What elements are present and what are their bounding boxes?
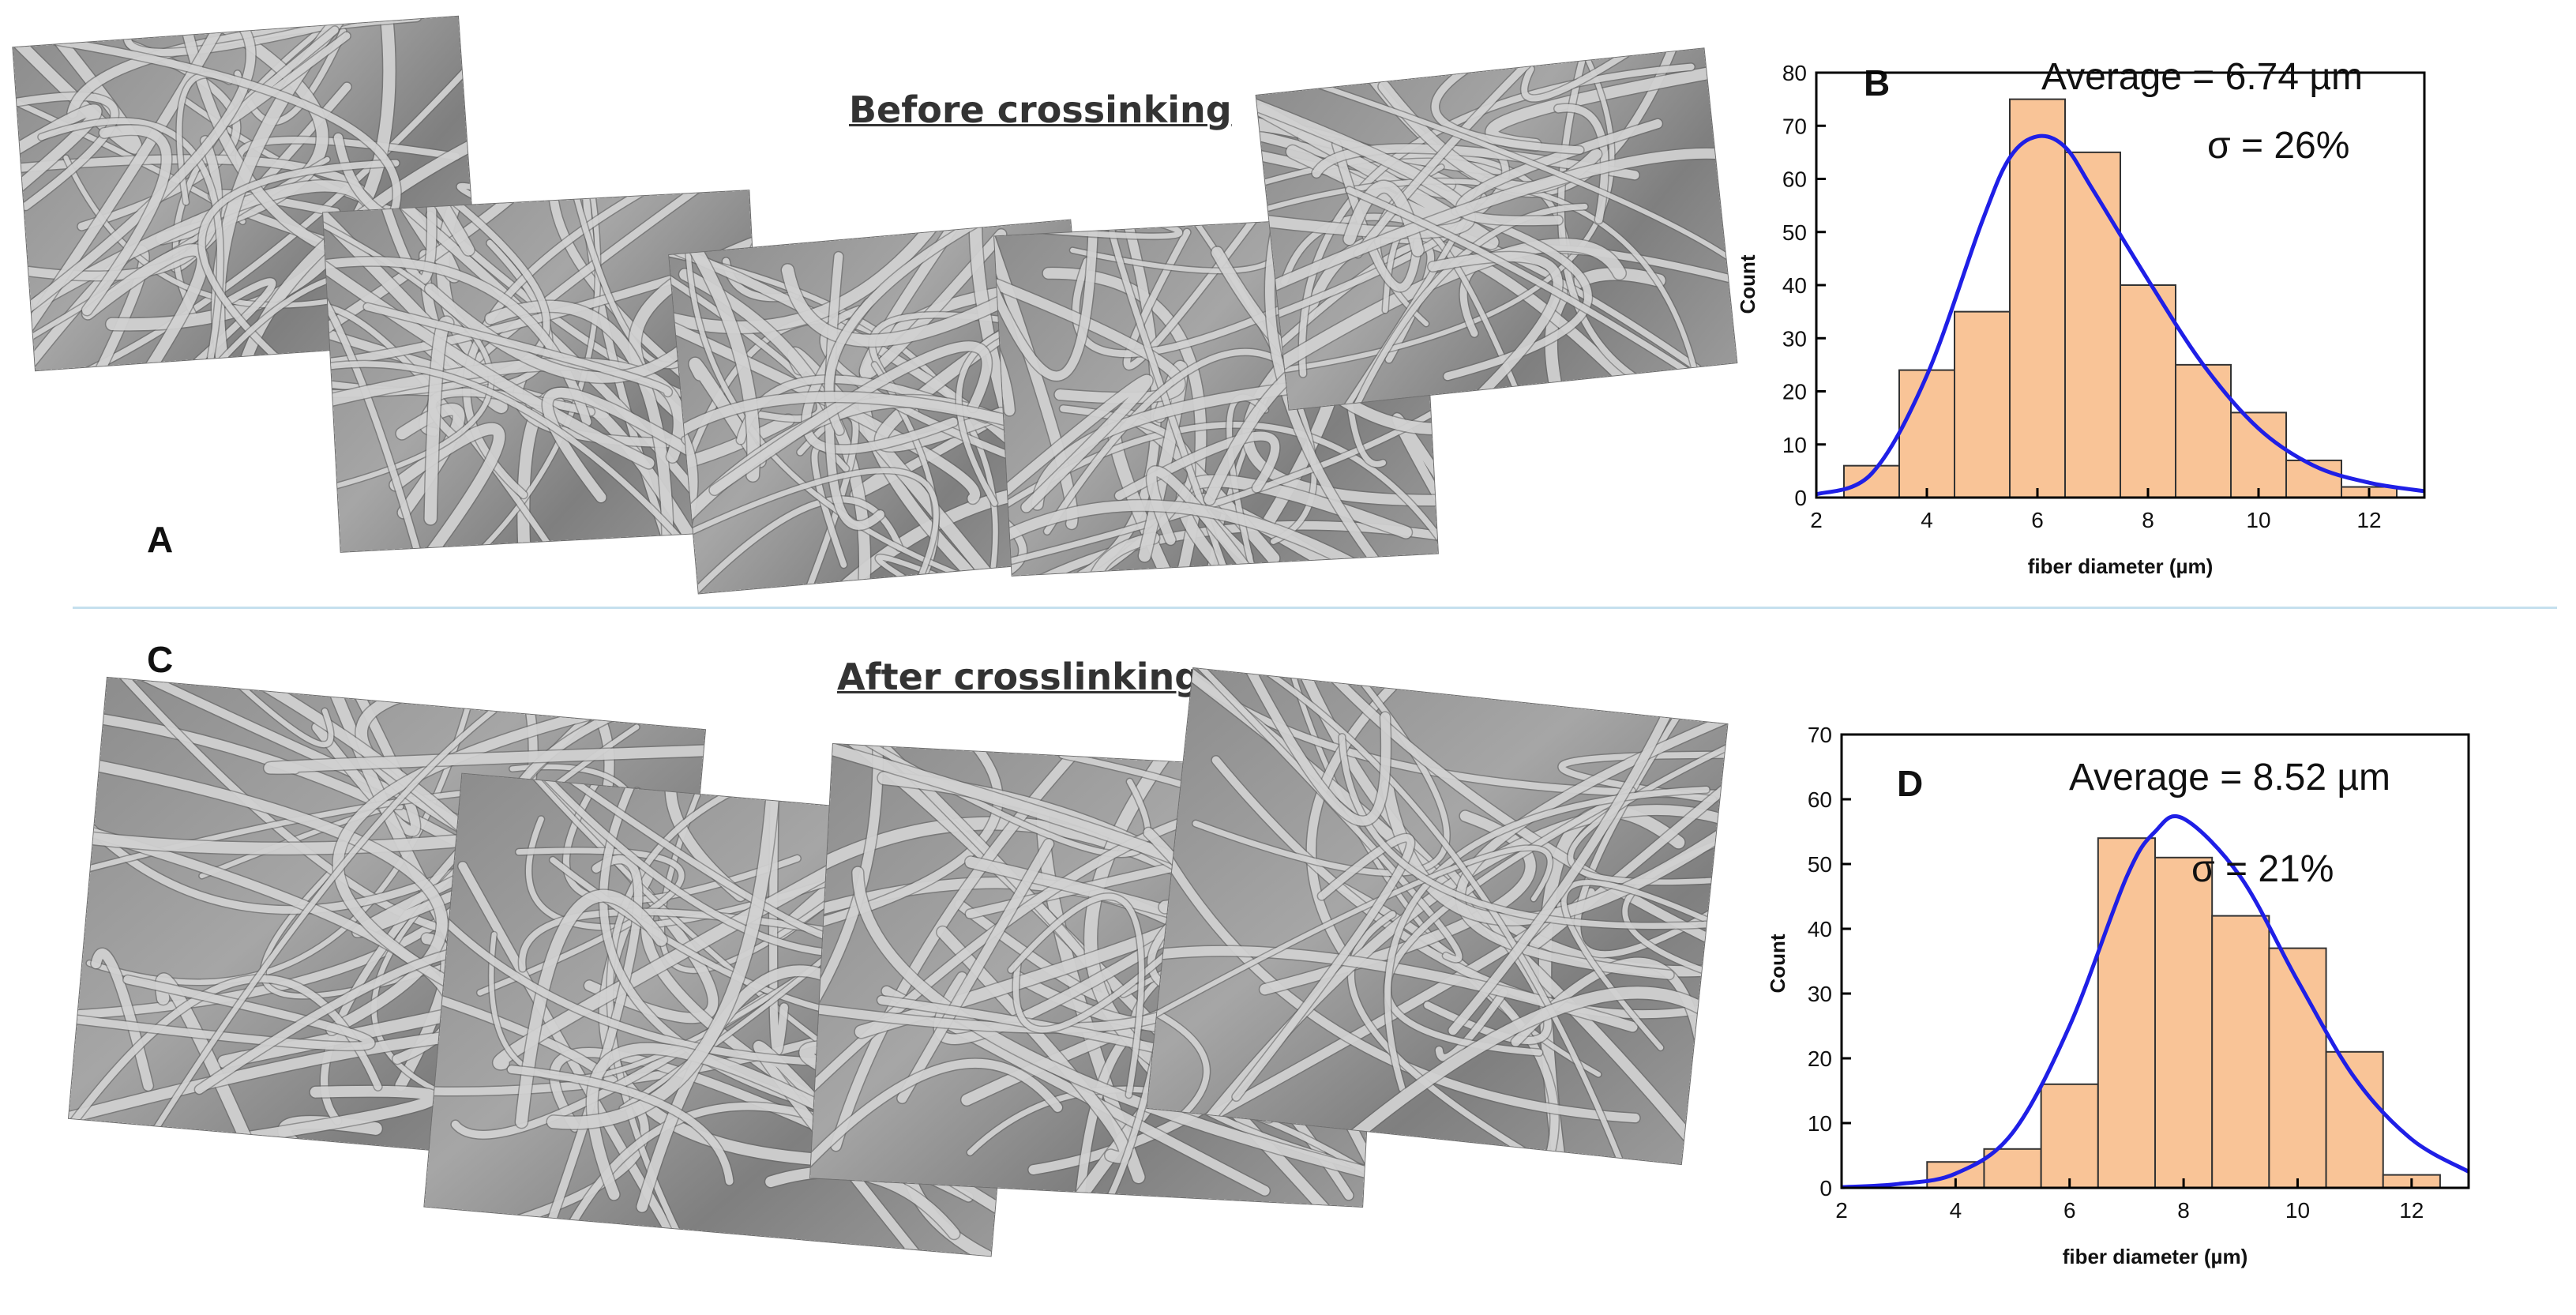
histogram-bar xyxy=(2154,856,2214,1189)
histogram-bar xyxy=(1898,369,1955,498)
panel-label-b: B xyxy=(1864,62,1890,103)
y-tick-label: 40 xyxy=(1808,917,1832,941)
histogram-bar xyxy=(2268,947,2327,1189)
y-tick-label: 50 xyxy=(1808,852,1832,877)
histogram-bar xyxy=(2175,363,2232,498)
before-crosslinking-title: Before crossinking xyxy=(849,88,1232,131)
section-divider xyxy=(73,607,2557,609)
y-tick-label: 0 xyxy=(1794,486,1807,510)
sigma-annotation: σ = 21% xyxy=(2191,848,2334,890)
panel-label-c: C xyxy=(147,639,174,680)
y-tick-label: 60 xyxy=(1782,167,1807,192)
chart-b-histogram: B 2 4 6 8 10 12 0 10 20 30 40 50 60 70 80 Average = 6.… xyxy=(1736,56,2426,578)
sem-image-tile xyxy=(13,16,481,371)
y-tick-label: 10 xyxy=(1808,1111,1832,1136)
histogram-bar xyxy=(2064,151,2121,498)
x-tick-label: 8 xyxy=(2177,1198,2190,1223)
x-tick-label: 10 xyxy=(2246,508,2270,532)
plot-frame xyxy=(1840,733,2470,1189)
y-tick-label: 40 xyxy=(1782,273,1807,298)
x-tick-label: 6 xyxy=(2031,508,2044,532)
x-tick-label: 4 xyxy=(1950,1198,1962,1223)
histogram-bar xyxy=(2325,1050,2384,1189)
y-tick-label: 60 xyxy=(1808,787,1832,812)
x-tick-label: 12 xyxy=(2399,1198,2424,1223)
histogram-bar xyxy=(2097,837,2156,1189)
y-tick-label: 10 xyxy=(1782,433,1807,457)
y-tick-label: 30 xyxy=(1782,326,1807,351)
y-tick-label: 70 xyxy=(1782,114,1807,138)
fiber-texture xyxy=(994,214,1438,576)
x-tick-label: 6 xyxy=(2063,1198,2076,1223)
y-tick-label: 20 xyxy=(1782,380,1807,404)
sem-image-tile xyxy=(1147,667,1728,1165)
histogram-bar xyxy=(2009,98,2066,498)
average-annotation: Average = 6.74 µm xyxy=(2041,56,2363,98)
y-axis-label: Count xyxy=(1766,934,1789,993)
fiber-texture xyxy=(1256,48,1737,410)
x-axis-label: fiber diameter (µm) xyxy=(2028,554,2214,578)
y-tick-label: 80 xyxy=(1782,61,1807,85)
sem-image-tile xyxy=(1256,48,1737,410)
chart-d-histogram: D 2 4 6 8 10 12 0 10 20 30 40 50 60 70 Average = 8.52… xyxy=(1766,723,2470,1268)
histogram-bar xyxy=(2211,915,2270,1189)
after-crosslinking-title: After crosslinking xyxy=(837,656,1201,698)
panel-label-a: A xyxy=(147,519,174,560)
sigma-annotation: σ = 26% xyxy=(2207,125,2349,167)
y-tick-label: 0 xyxy=(1819,1176,1832,1200)
histogram-bar xyxy=(2120,284,2176,498)
y-tick-label: 20 xyxy=(1808,1046,1832,1071)
panel-label-d: D xyxy=(1897,763,1923,804)
x-tick-label: 2 xyxy=(1835,1198,1848,1223)
histogram-bar xyxy=(1954,310,2011,498)
fit-curve xyxy=(1816,133,2425,497)
y-tick-label: 50 xyxy=(1782,220,1807,245)
fiber-texture xyxy=(1147,667,1728,1165)
fit-curve xyxy=(1841,813,2470,1189)
fiber-texture xyxy=(13,16,481,371)
histogram-bar xyxy=(1843,464,1900,499)
x-tick-label: 4 xyxy=(1921,508,1933,532)
x-tick-label: 8 xyxy=(2142,508,2154,532)
average-annotation: Average = 8.52 µm xyxy=(2069,757,2390,798)
sem-image-tile xyxy=(994,214,1438,576)
x-tick-label: 12 xyxy=(2356,508,2381,532)
x-axis-label: fiber diameter (µm) xyxy=(2063,1245,2248,1268)
y-tick-label: 70 xyxy=(1808,723,1832,747)
y-tick-label: 30 xyxy=(1808,982,1832,1006)
x-tick-label: 10 xyxy=(2285,1198,2310,1223)
x-tick-label: 2 xyxy=(1810,508,1823,532)
y-axis-label: Count xyxy=(1736,254,1759,314)
histogram-bar xyxy=(2040,1083,2099,1189)
histogram-bar xyxy=(2230,411,2287,498)
